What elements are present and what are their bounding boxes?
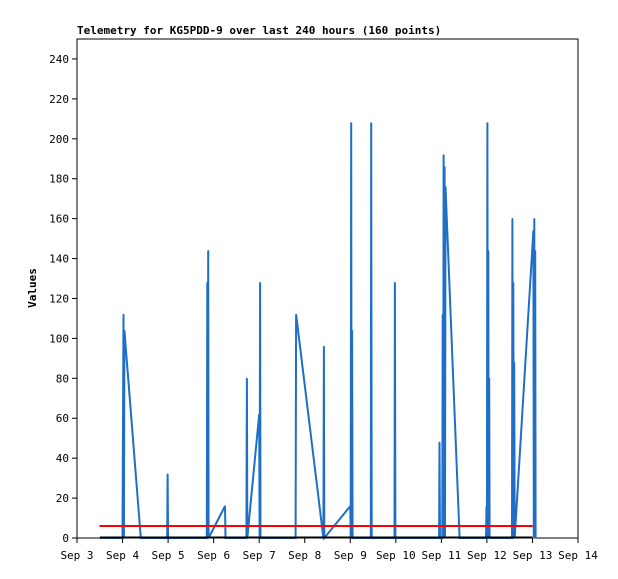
data-point [351, 329, 353, 331]
x-tick-label: Sep 8 [288, 549, 321, 562]
data-point [99, 525, 101, 527]
data-point [485, 505, 488, 507]
data-point [259, 281, 261, 284]
x-tick-label: Sep 3 [60, 549, 93, 562]
data-point [512, 281, 514, 284]
data-point [323, 345, 325, 347]
data-point [438, 441, 441, 443]
y-axis: 0 20 40 60 80 100 120 140 160 180 200 220 240 [49, 53, 77, 545]
data-point [258, 413, 260, 415]
x-tick-label: Sep 9 [334, 549, 367, 562]
data-point [246, 377, 248, 379]
data-point [487, 250, 489, 252]
data-point [444, 186, 447, 188]
y-tick-label: 100 [49, 332, 69, 345]
y-tick-label: 140 [49, 253, 69, 266]
data-point [534, 250, 536, 252]
y-tick-label: 60 [56, 412, 69, 425]
data-point [122, 313, 125, 315]
y-axis-label: Values [26, 268, 39, 308]
data-point [206, 281, 208, 284]
data-point [207, 250, 209, 252]
plot-frame [76, 38, 579, 539]
x-tick-label: Sep 6 [197, 549, 230, 562]
x-tick-label: Sep 10 [376, 549, 416, 562]
data-point [167, 473, 169, 475]
series-layer [99, 122, 537, 541]
y-tick-label: 120 [49, 292, 69, 305]
y-tick-label: 40 [56, 452, 69, 465]
y-tick-label: 80 [56, 372, 69, 385]
x-tick-label: Sep 14 [558, 549, 598, 562]
x-axis: Sep 3 Sep 4 Sep 5 Sep 6 Sep 7 Sep 8 Sep 9 Sep 1… [60, 538, 598, 562]
y-tick-label: 20 [56, 492, 69, 505]
data-point [488, 377, 490, 379]
data-point [370, 122, 372, 124]
data-point [394, 281, 396, 284]
x-tick-label: Sep 13 [513, 549, 553, 562]
data-point [532, 230, 535, 232]
data-point [444, 166, 446, 168]
data-point [535, 537, 537, 539]
x-tick-label: Sep 7 [243, 549, 276, 562]
data-point [486, 122, 488, 124]
data-point [123, 329, 125, 331]
series-1 [99, 525, 534, 527]
data-point [531, 525, 534, 527]
data-point [511, 218, 513, 220]
data-point [533, 218, 535, 220]
data-point [224, 505, 226, 507]
data-point [533, 537, 535, 539]
data-point [534, 537, 536, 539]
y-tick-label: 200 [49, 133, 69, 146]
x-tick-label: Sep 5 [152, 549, 185, 562]
y-tick-label: 180 [49, 173, 69, 186]
y-tick-label: 240 [49, 53, 69, 66]
x-tick-label: Sep 12 [467, 549, 507, 562]
data-point [350, 122, 352, 124]
y-tick-label: 220 [49, 93, 69, 106]
y-tick-label: 160 [49, 213, 69, 226]
data-point [349, 505, 351, 507]
x-tick-label: Sep 11 [421, 549, 461, 562]
data-point [443, 154, 445, 156]
chart-title: Telemetry for KG5PDD-9 over last 240 hou… [77, 24, 441, 37]
data-point [295, 313, 297, 315]
x-tick-label: Sep 4 [106, 549, 139, 562]
data-point [513, 361, 515, 363]
y-tick-label: 0 [62, 532, 69, 545]
data-point [442, 313, 444, 315]
